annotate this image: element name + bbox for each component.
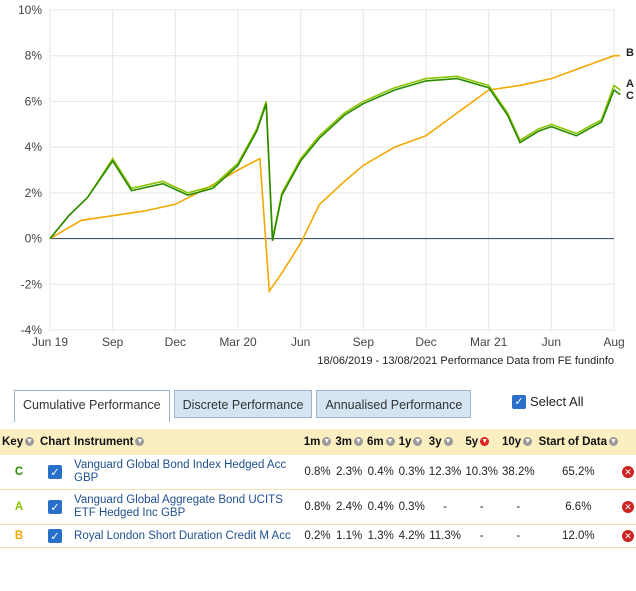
- y-tick-label: 4%: [25, 140, 43, 154]
- row-chart-toggle: ✓: [38, 524, 73, 548]
- series-end-label-a: A: [626, 78, 634, 90]
- chart-toggle-checkbox[interactable]: ✓: [48, 465, 63, 479]
- value-1y: 0.3%: [396, 489, 427, 525]
- value-5y: -: [463, 524, 501, 548]
- series-line-b: [49, 54, 621, 294]
- value-start-of-data: 65.2%: [536, 455, 620, 490]
- table-header-row: Key ▼ Chart Instrument ▼ 1m ▼ 3m ▼ 6m ▼ 1y ▼ 3…: [0, 429, 636, 455]
- x-tick-label: Dec: [415, 335, 436, 349]
- value-3m: 2.4%: [333, 489, 365, 525]
- value-3y: 11.3%: [426, 524, 464, 548]
- header-1y[interactable]: 1y ▼: [398, 436, 423, 448]
- header-10y[interactable]: 10y ▼: [502, 436, 533, 448]
- value-1y: 0.3%: [396, 455, 427, 490]
- remove-icon[interactable]: ✕: [622, 501, 634, 514]
- value-1m: 0.8%: [301, 455, 334, 490]
- tab-cumulative-performance[interactable]: Cumulative Performance: [14, 390, 170, 422]
- value-10y: -: [500, 524, 537, 548]
- chart-grid: [49, 9, 615, 331]
- y-axis-ticks: 10% 8% 6% 4% 2% 0% -2% -4%: [18, 3, 42, 337]
- series-line-a: [49, 75, 621, 240]
- y-tick-label: 2%: [25, 186, 43, 200]
- performance-chart: 10%8%6%4%2%0%-2%-4% Jun 19 Sep Dec Mar 20 Ju…: [18, 3, 634, 367]
- remove-icon[interactable]: ✕: [622, 530, 634, 543]
- row-chart-toggle: ✓: [38, 489, 73, 525]
- instrument-link[interactable]: Vanguard Global Bond Index Hedged Acc GB…: [72, 455, 302, 490]
- x-tick-label: Dec: [165, 335, 186, 349]
- select-all-label: Select All: [530, 394, 584, 409]
- y-tick-label: -2%: [21, 277, 43, 291]
- select-all-control[interactable]: ✓ Select All: [512, 394, 583, 409]
- x-tick-label: Mar 20: [219, 335, 257, 349]
- value-6m: 0.4%: [364, 455, 397, 490]
- chart-toggle-checkbox[interactable]: ✓: [48, 500, 63, 514]
- series-end-label-c: C: [626, 90, 634, 102]
- row-key: A: [0, 489, 38, 525]
- table-row: A ✓ Vanguard Global Aggregate Bond UCITS E…: [0, 489, 636, 525]
- y-tick-label: 8%: [25, 49, 43, 63]
- value-10y: 38.2%: [500, 455, 537, 490]
- row-remove: ✕: [620, 524, 636, 548]
- x-tick-label: Sep: [353, 335, 375, 349]
- x-tick-label: Jun: [291, 335, 310, 349]
- series-end-label-b: B: [626, 47, 634, 59]
- select-all-checkbox[interactable]: ✓: [512, 394, 526, 409]
- x-tick-label: Sep: [102, 335, 124, 349]
- y-tick-label: -4%: [21, 323, 43, 337]
- x-tick-label: Jun 19: [32, 335, 68, 349]
- header-3y[interactable]: 3y ▼: [428, 436, 453, 448]
- y-tick-label: 0%: [25, 232, 43, 246]
- value-3y: 12.3%: [426, 455, 464, 490]
- tab-discrete-performance[interactable]: Discrete Performance: [173, 390, 313, 418]
- performance-tabs: Cumulative Performance Discrete Performa…: [14, 390, 472, 422]
- x-tick-label: Aug: [603, 335, 624, 349]
- row-key: C: [0, 455, 38, 490]
- row-remove: ✕: [620, 455, 636, 490]
- table-row: B ✓ Royal London Short Duration Credit M A…: [0, 524, 636, 548]
- header-3m[interactable]: 3m ▼: [335, 436, 363, 448]
- remove-icon[interactable]: ✕: [622, 466, 634, 479]
- chart-series: [49, 54, 621, 294]
- value-3m: 2.3%: [333, 455, 365, 490]
- series-end-labels: B AC: [626, 47, 634, 102]
- row-chart-toggle: ✓: [38, 455, 73, 490]
- value-6m: 1.3%: [364, 524, 397, 548]
- instrument-link[interactable]: Vanguard Global Aggregate Bond UCITS ETF…: [72, 489, 302, 525]
- header-5y[interactable]: 5y ▼: [465, 436, 490, 448]
- x-tick-label: Mar 21: [470, 335, 508, 349]
- chart-toggle-checkbox[interactable]: ✓: [48, 529, 63, 543]
- row-remove: ✕: [620, 489, 636, 525]
- value-6m: 0.4%: [364, 489, 397, 525]
- value-3y: -: [426, 489, 464, 525]
- x-axis-ticks: Jun 19 Sep Dec Mar 20 Jun Sep Dec Mar 21 Jun Aug: [32, 335, 625, 349]
- y-tick-label: 10%: [18, 3, 42, 17]
- value-start-of-data: 6.6%: [536, 489, 620, 525]
- value-1m: 0.8%: [301, 489, 334, 525]
- row-key: B: [0, 524, 38, 548]
- value-1m: 0.2%: [301, 524, 334, 548]
- header-key[interactable]: Key ▼: [2, 436, 35, 448]
- performance-table: Key ▼ Chart Instrument ▼ 1m ▼ 3m ▼ 6m ▼ 1y ▼ 3…: [0, 429, 636, 548]
- header-1m[interactable]: 1m ▼: [303, 436, 332, 448]
- data-source-note: 18/06/2019 - 13/08/2021 Performance Data…: [317, 355, 614, 367]
- header-instrument[interactable]: Instrument ▼: [74, 436, 145, 448]
- header-start-of-data[interactable]: Start of Data ▼: [538, 436, 618, 448]
- x-tick-label: Jun: [542, 335, 561, 349]
- plot-area: [49, 9, 615, 331]
- value-1y: 4.2%: [396, 524, 427, 548]
- value-5y: 10.3%: [463, 455, 501, 490]
- header-6m[interactable]: 6m ▼: [366, 436, 395, 448]
- value-5y: -: [463, 489, 501, 525]
- table-row: C ✓ Vanguard Global Bond Index Hedged Acc …: [0, 455, 636, 490]
- y-tick-label: 6%: [25, 94, 43, 108]
- series-line-c: [49, 77, 621, 242]
- tab-annualised-performance[interactable]: Annualised Performance: [316, 390, 472, 418]
- value-3m: 1.1%: [333, 524, 365, 548]
- value-10y: -: [500, 489, 537, 525]
- instrument-link[interactable]: Royal London Short Duration Credit M Acc: [72, 524, 302, 548]
- value-start-of-data: 12.0%: [536, 524, 620, 548]
- header-chart: Chart: [40, 436, 71, 448]
